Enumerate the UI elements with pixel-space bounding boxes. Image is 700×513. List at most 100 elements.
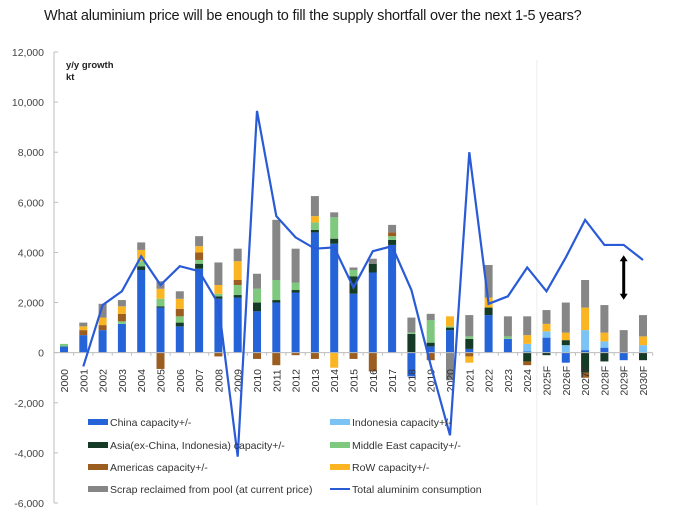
x-tick-label: 2028F <box>599 366 611 396</box>
bar-segment-2006-row <box>175 298 184 309</box>
bar-segment-2026F-scrap <box>561 302 570 333</box>
bar-segment-2006-middle <box>175 316 184 323</box>
legend-swatch <box>330 442 350 448</box>
bar-segment-2027F-asiaexchina <box>581 352 590 373</box>
legend-item: Scrap reclaimed from pool (at current pr… <box>88 484 313 496</box>
legend-item: Americas capacity+/- <box>88 462 208 474</box>
bars <box>60 196 647 381</box>
bar-segment-2017-americas <box>388 232 397 237</box>
y-tick-label: -4,000 <box>14 448 44 460</box>
bar-segment-2021-scrap <box>465 315 474 337</box>
legend-label: Americas capacity+/- <box>110 462 208 474</box>
bar-segment-2011-americas <box>272 352 281 366</box>
x-tick-label: 2008 <box>213 369 225 393</box>
bar-segment-2014-row <box>330 352 339 368</box>
bar-segment-2004-scrap <box>137 242 146 250</box>
bar-segment-2005-asiaexchina <box>156 306 165 308</box>
bar-segment-2004-middle <box>137 261 146 267</box>
bar-segment-2030F-scrap <box>639 315 647 337</box>
bar-segment-2017-middle <box>388 236 397 240</box>
bar-segment-2019-asiaexchina <box>426 342 435 347</box>
bar-segment-2009-asiaexchina <box>233 295 242 298</box>
bar-segment-2015-scrap <box>349 267 358 270</box>
bar-segment-2014-china <box>330 243 339 353</box>
bar-segment-2004-asiaexchina <box>137 266 146 270</box>
y-tick-label: 6,000 <box>18 197 44 209</box>
bar-segment-2009-row <box>233 261 242 281</box>
bar-segment-2003-china <box>117 323 126 353</box>
bar-segment-2008-middle <box>214 293 223 297</box>
y-tick-label: 4,000 <box>18 247 44 259</box>
bar-segment-2024-americas <box>523 361 532 366</box>
bar-segment-2011-scrap <box>272 219 281 281</box>
legend-item: Middle East capacity+/- <box>330 440 461 452</box>
bar-segment-2002-row <box>98 317 107 326</box>
bar-segment-2025F-asiaexchina <box>542 352 551 356</box>
x-tick-label: 2017 <box>387 369 399 393</box>
shortfall-annotation <box>619 255 628 300</box>
bar-segment-2013-row <box>310 216 319 223</box>
bar-segment-2006-americas <box>175 308 184 317</box>
bar-segment-2017-scrap <box>388 224 397 233</box>
bar-segment-2013-americas <box>310 352 319 359</box>
bar-segment-2012-china <box>291 292 300 353</box>
x-tick-label: 2016 <box>368 369 380 393</box>
bar-segment-2016-scrap <box>368 258 377 264</box>
bar-segment-2007-china <box>195 268 204 353</box>
x-tick-label: 2021 <box>464 369 476 393</box>
legend-item: Asia(ex-China, Indonesia) capacity+/- <box>88 440 285 452</box>
y-axis-unit: kt <box>66 72 75 83</box>
x-tick-label: 2000 <box>59 369 71 393</box>
bar-segment-2025F-scrap <box>542 310 551 324</box>
bar-segment-2020-middle <box>446 326 454 328</box>
legend-swatch <box>88 464 108 470</box>
legend-swatch <box>330 464 350 470</box>
x-tick-label: 2013 <box>310 369 322 393</box>
x-tick-label: 2024 <box>522 369 534 393</box>
bar-segment-2010-china <box>253 311 261 353</box>
bar-segment-2017-asiaexchina <box>388 239 397 245</box>
bar-segment-2007-middle <box>195 259 204 264</box>
x-tick-label: 2007 <box>194 369 206 393</box>
shortfall-arrow-head-up <box>619 255 628 262</box>
bar-segment-2011-middle <box>272 280 281 301</box>
bar-segment-2012-scrap <box>291 248 300 283</box>
bar-segment-2002-americas <box>98 325 107 331</box>
bar-segment-2002-scrap <box>98 303 107 318</box>
x-tick-label: 2030F <box>638 366 650 396</box>
bar-segment-2012-middle <box>291 282 300 291</box>
bar-segment-2001-americas <box>79 330 88 336</box>
bar-segment-2003-scrap <box>117 300 126 307</box>
bar-segment-2023-middle <box>503 336 512 339</box>
bar-segment-2021-asiaexchina <box>465 338 474 349</box>
legend-label: Scrap reclaimed from pool (at current pr… <box>110 484 313 496</box>
legend-label: Middle East capacity+/- <box>352 440 461 452</box>
legend-swatch <box>88 419 108 425</box>
bar-segment-2014-asiaexchina <box>330 238 339 244</box>
bar-segment-2025F-row <box>542 323 551 332</box>
bar-segment-2009-middle <box>233 285 242 296</box>
y-axis-label: y/y growth <box>66 60 114 71</box>
bar-segment-2024-indonesia <box>523 343 532 352</box>
bar-segment-2007-scrap <box>195 236 204 247</box>
bar-segment-2007-asiaexchina <box>195 263 204 269</box>
consumption-line-path <box>82 110 644 457</box>
bar-segment-2016-americas <box>368 352 377 372</box>
bar-segment-2020-asiaexchina <box>446 327 454 331</box>
legend-label: RoW capacity+/- <box>352 462 430 474</box>
bar-segment-2030F-indonesia <box>639 345 647 353</box>
bar-segment-2019-scrap <box>426 313 435 321</box>
legend-item: China capacity+/- <box>88 417 192 429</box>
bar-segment-2024-china <box>523 351 532 353</box>
y-tick-label: -6,000 <box>14 498 44 510</box>
bar-segment-2009-china <box>233 297 242 353</box>
bar-segment-2019-china <box>426 346 435 353</box>
bar-segment-2005-china <box>156 307 165 353</box>
bar-segment-2002-china <box>98 330 107 353</box>
bar-segment-2016-china <box>368 272 377 353</box>
bar-segment-2022-asiaexchina <box>484 307 493 316</box>
bar-segment-2021-china <box>465 348 474 353</box>
bar-segment-2023-china <box>503 338 512 353</box>
bar-segment-2022-china <box>484 315 493 353</box>
bar-segment-2026F-asiaexchina <box>561 340 570 346</box>
